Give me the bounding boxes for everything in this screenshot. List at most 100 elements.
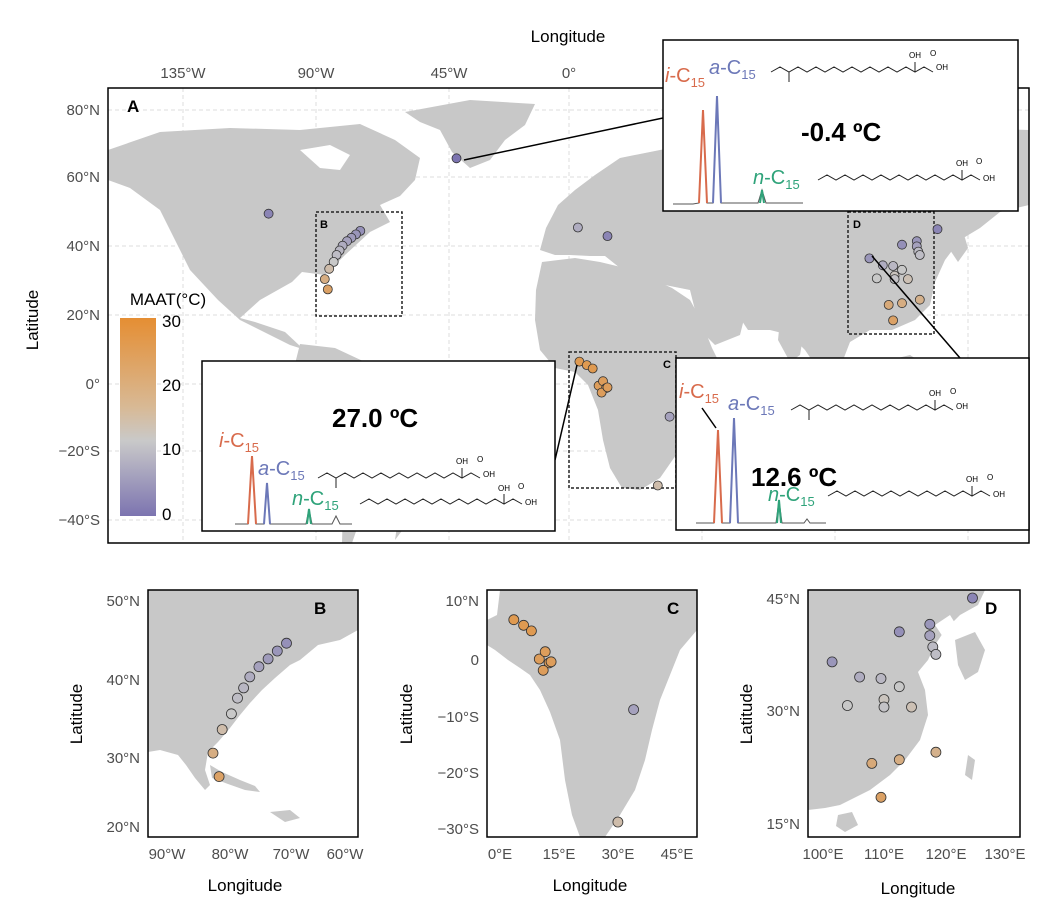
site-marker	[854, 671, 865, 683]
site-marker	[893, 626, 905, 638]
acid-label: OH	[525, 498, 537, 507]
acid-label: OH	[956, 402, 968, 411]
y-tick-label: 20°N	[106, 819, 140, 836]
y-tick-label: −10°S	[438, 709, 479, 726]
x-tick-label: 120°E	[925, 846, 966, 863]
acid-label: OH	[993, 490, 1005, 499]
site-marker	[893, 754, 905, 766]
carbonyl-label: O	[930, 49, 936, 58]
site-marker	[903, 274, 913, 285]
site-marker	[232, 692, 243, 704]
site-markers-panel-b	[207, 637, 292, 782]
site-marker	[324, 263, 335, 274]
panel-label-d: D	[985, 599, 997, 618]
panel-d-xlabel: Longitude	[881, 879, 956, 898]
y-tick-label: 10°N	[445, 593, 479, 610]
y-tick-label: 15°N	[766, 816, 800, 833]
site-marker	[508, 614, 520, 626]
region-label-b: B	[320, 219, 328, 231]
site-marker	[238, 682, 250, 694]
site-markers-main	[263, 153, 943, 491]
main-map-ylabel: Latitude	[23, 290, 42, 351]
site-marker	[897, 239, 907, 250]
x-tick-label: 100°E	[802, 846, 843, 863]
peak-label-n: n-C15	[292, 488, 339, 513]
site-marker	[533, 653, 545, 665]
y-tick-label: 50°N	[106, 593, 140, 610]
region-label-c: C	[663, 359, 671, 371]
panel-c: C 10°N 0 −10°S −20°S −30°S 0°E 15°E 30°E…	[397, 589, 698, 895]
site-marker	[877, 260, 888, 271]
x-tick-label: 70°W	[273, 846, 311, 863]
x-tick-label: 110°E	[864, 846, 904, 863]
site-marker	[281, 637, 292, 649]
y-tick-label: 60°N	[66, 169, 100, 186]
site-marker	[244, 671, 256, 683]
hydroxyl-label: OH	[966, 475, 978, 484]
site-marker	[888, 315, 898, 326]
y-tick-label: 30°N	[106, 750, 140, 767]
hydroxyl-label: OH	[456, 457, 468, 466]
x-tick-label: 90°W	[298, 65, 336, 82]
panel-b: B 50°N 40°N 30°N 20°N 90°W 80°W 70°W 60°…	[67, 589, 365, 895]
site-marker	[924, 618, 936, 630]
site-marker	[526, 625, 537, 637]
colorbar-tick: 20	[162, 376, 181, 395]
colorbar-title: MAAT(°C)	[130, 290, 206, 309]
x-tick-label: 60°W	[327, 846, 365, 863]
hydroxyl-label: OH	[929, 389, 941, 398]
site-marker	[628, 704, 639, 715]
site-marker	[319, 274, 330, 285]
acid-label: OH	[983, 174, 995, 183]
site-marker	[924, 630, 936, 641]
site-marker	[888, 261, 898, 271]
site-marker	[573, 222, 583, 233]
site-marker	[930, 746, 942, 758]
site-marker	[537, 664, 549, 676]
panel-c-ylabel: Latitude	[397, 684, 416, 745]
panel-b-xlabel: Longitude	[208, 876, 283, 895]
acid-label: OH	[483, 470, 495, 479]
site-marker	[906, 701, 917, 713]
hydroxyl-label: OH	[498, 484, 510, 493]
main-map-xlabel: Longitude	[531, 27, 606, 46]
colorbar-tick: 30	[162, 312, 181, 331]
peak-label-i: i-C15	[679, 381, 719, 406]
site-marker	[842, 700, 853, 711]
panel-c-xlabel: Longitude	[553, 876, 628, 895]
hydroxyl-label: OH	[956, 159, 968, 168]
x-tick-label: 130°E	[984, 846, 1025, 863]
y-tick-label: 40°N	[106, 672, 140, 689]
peak-label-n: n-C15	[768, 484, 815, 509]
y-tick-label: 80°N	[66, 102, 100, 119]
site-marker	[271, 645, 283, 657]
carbonyl-label: O	[518, 482, 524, 491]
site-marker	[826, 656, 838, 668]
x-tick-label: 30°E	[602, 846, 635, 863]
site-marker	[216, 724, 228, 735]
site-marker	[875, 673, 887, 684]
x-tick-label: 0°E	[488, 846, 512, 863]
peak-label-a: a-C15	[709, 57, 756, 82]
site-marker	[587, 363, 598, 374]
site-marker	[930, 649, 942, 660]
site-marker	[322, 284, 333, 295]
site-marker	[883, 299, 894, 310]
site-marker	[262, 653, 274, 665]
colorbar-gradient	[120, 318, 156, 516]
inset-leader-lines	[463, 117, 961, 461]
chromatogram-inset-1: i-C15 a-C15 n-C15 -0.4 ºC OH OH O OH OH …	[662, 39, 1019, 212]
site-marker	[914, 250, 925, 260]
site-marker	[897, 264, 907, 275]
y-tick-label: 30°N	[766, 703, 800, 720]
site-marker	[878, 701, 890, 713]
site-marker	[652, 480, 663, 491]
site-marker	[207, 747, 219, 759]
y-tick-label: 45°N	[766, 591, 800, 608]
chromatogram-inset-3: i-C15 a-C15 n-C15 12.6 ºC OH OH O OH OH …	[675, 357, 1030, 531]
region-label-d: D	[853, 219, 861, 231]
site-markers-panel-d	[826, 592, 978, 803]
panel-d: D 45°N 30°N 15°N 100°E 110°E 120°E 130°E…	[737, 589, 1026, 898]
site-marker	[263, 208, 274, 219]
